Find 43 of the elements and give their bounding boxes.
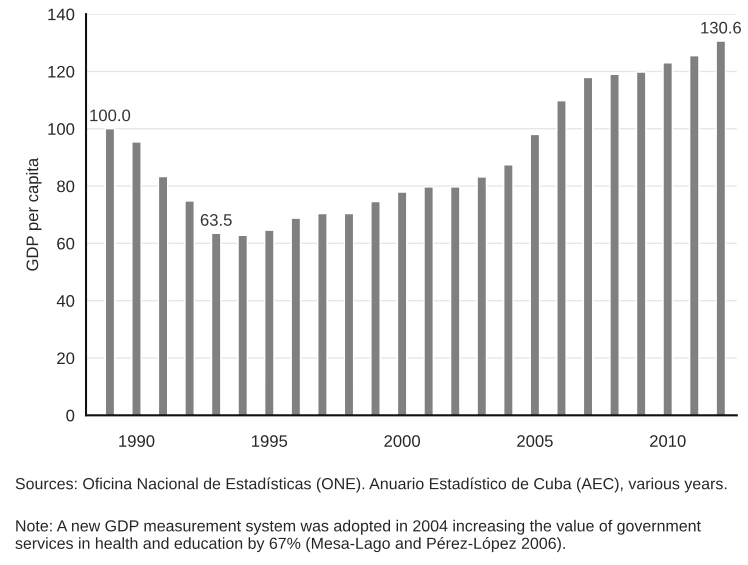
x-tick-label: 2010 — [650, 435, 686, 447]
data-label: 100.0 — [90, 109, 130, 122]
bar — [530, 134, 540, 416]
y-tick-label: 80 — [57, 180, 74, 192]
y-tick-label: 140 — [48, 8, 74, 20]
bar — [636, 71, 646, 416]
bar — [264, 229, 275, 416]
y-tick-label: 20 — [57, 352, 74, 364]
bar — [344, 212, 354, 416]
source-note: Sources: Oficina Nacional de Estadísticas (ONE). Anuario Estadístico de Cuba (AEC), various years. — [16, 477, 726, 492]
bar — [237, 234, 248, 416]
bar — [184, 200, 195, 416]
bar — [582, 76, 594, 416]
bar — [662, 62, 674, 416]
bar — [609, 74, 620, 416]
bar — [210, 232, 222, 416]
x-tick-label: 1995 — [252, 435, 288, 447]
bar — [317, 212, 328, 416]
y-axis-title: GDP per capita — [26, 158, 42, 271]
bar — [450, 186, 461, 416]
bar — [290, 217, 302, 416]
data-label: 63.5 — [200, 214, 232, 226]
x-tick-label: 1990 — [119, 435, 154, 447]
x-tick-label: 2000 — [384, 435, 420, 447]
data-label: 130.6 — [701, 22, 741, 34]
bar — [503, 164, 514, 416]
x-tick-label: 2005 — [517, 435, 553, 447]
bar — [158, 176, 168, 416]
bar — [688, 54, 700, 416]
bar — [370, 200, 381, 416]
y-tick-label: 120 — [48, 66, 74, 78]
bar — [476, 176, 488, 416]
bar — [396, 191, 408, 416]
text: Note: A new GDP measurement system was adopted in 2004 increasing the value of government services in health and education by 67% (Mesa-Lago and Pérez-López 2006). — [15, 520, 701, 552]
y-tick-label: 60 — [57, 238, 74, 250]
y-tick-label: 0 — [66, 410, 74, 422]
y-tick-label: 40 — [56, 295, 74, 307]
bar — [104, 128, 116, 416]
bar — [131, 141, 142, 416]
y-tick-label: 100 — [48, 123, 74, 135]
bar — [716, 40, 726, 416]
bar — [556, 100, 567, 416]
bar — [423, 186, 434, 416]
